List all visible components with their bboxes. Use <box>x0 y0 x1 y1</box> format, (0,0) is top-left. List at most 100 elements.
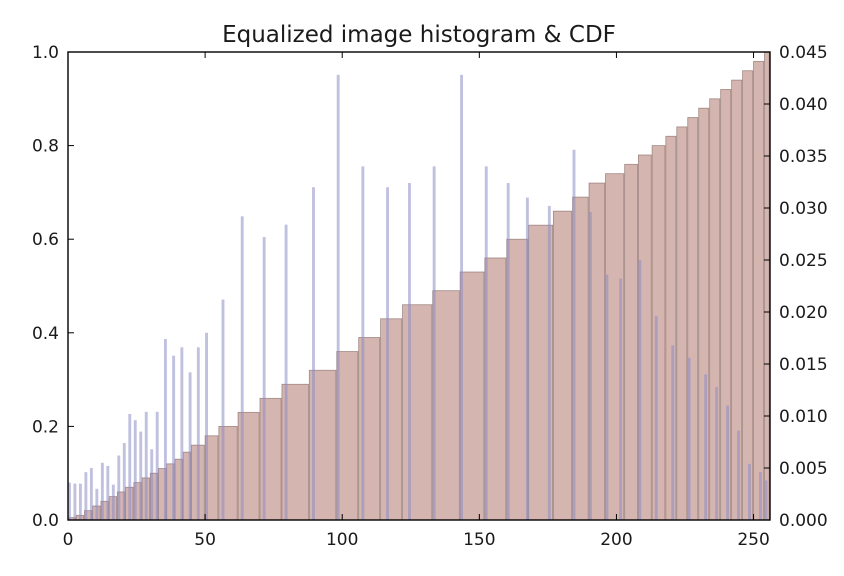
cdf-bar <box>380 318 403 521</box>
y2-tick-label: 0.030 <box>779 199 828 219</box>
y-tick-label: 0.6 <box>32 230 59 250</box>
histogram-bar <box>221 299 225 520</box>
chart-title: Equalized image histogram & CDF <box>222 22 616 48</box>
histogram-bar <box>128 413 132 520</box>
y-tick-label: 1.0 <box>32 43 59 63</box>
cdf-bar <box>432 290 460 521</box>
histogram-bar <box>73 483 77 520</box>
histogram-bar <box>605 274 609 520</box>
cdf-bar <box>764 51 770 521</box>
y-tick-label: 0.2 <box>32 417 59 437</box>
x-tick-label: 0 <box>63 530 74 550</box>
histogram-bar <box>654 316 658 520</box>
cdf-bar <box>624 163 638 521</box>
histogram-bar <box>262 237 266 520</box>
cdf-bar <box>651 145 666 521</box>
histogram-bar <box>89 468 93 520</box>
cdf-bars <box>67 51 770 521</box>
histogram-bar <box>84 472 88 520</box>
histogram-bar <box>619 278 623 520</box>
cdf-bar <box>698 107 710 521</box>
cdf-bar <box>753 60 765 521</box>
histogram-bar <box>547 205 551 521</box>
histogram-bar <box>671 345 675 520</box>
cdf-bar <box>676 126 688 521</box>
histogram-bar <box>408 183 411 521</box>
cdf-bar <box>506 238 529 521</box>
histogram-bar <box>589 212 592 520</box>
histogram-bar <box>144 411 148 520</box>
y2-tick-label: 0.025 <box>779 251 828 271</box>
histogram-bar <box>704 374 708 520</box>
cdf-bar <box>709 98 721 521</box>
x-tick-label: 200 <box>600 530 632 550</box>
histogram-bar <box>205 332 208 520</box>
histogram-bar <box>122 443 126 520</box>
x-tick-label: 100 <box>326 530 358 550</box>
histogram-bar <box>106 465 110 520</box>
histogram-bar <box>764 480 768 520</box>
histogram-bar <box>506 183 510 521</box>
y2-tick-label: 0.045 <box>779 43 828 63</box>
y2-tick-label: 0.035 <box>779 147 828 167</box>
histogram-bar <box>180 347 184 520</box>
y2-tick-label: 0.010 <box>779 407 828 427</box>
histogram-bar <box>687 357 691 520</box>
histogram-bar <box>172 355 176 520</box>
y-tick-label: 0.0 <box>32 511 59 531</box>
cdf-bar <box>459 271 485 521</box>
histogram-bar <box>188 372 192 520</box>
histogram-bar <box>484 166 488 520</box>
histogram-bars <box>68 74 768 521</box>
y-tick-label: 0.4 <box>32 324 59 344</box>
histogram-bar <box>95 488 99 520</box>
histogram-bar <box>78 483 82 520</box>
histogram-bar <box>737 430 740 520</box>
histogram-bar <box>386 187 389 520</box>
histogram-bar <box>139 431 143 520</box>
cdf-bar <box>402 304 433 521</box>
y2-tick-label: 0.000 <box>779 511 828 531</box>
histogram-bar <box>117 455 121 520</box>
plot-frame <box>67 51 771 521</box>
x-tick-label: 50 <box>194 530 216 550</box>
histogram-bar <box>638 260 642 520</box>
x-tick-label: 250 <box>737 530 769 550</box>
histogram-bar <box>361 166 365 520</box>
histogram-bar <box>759 472 762 520</box>
histogram-bar <box>155 411 159 520</box>
histogram-bar <box>68 482 71 520</box>
histogram-bar <box>525 197 529 520</box>
cdf-bar <box>720 89 732 521</box>
y2-tick-label: 0.040 <box>779 95 828 115</box>
histogram-bar <box>150 449 154 520</box>
histogram-bar <box>111 484 115 520</box>
histogram-bar <box>432 166 436 520</box>
cdf-bar <box>484 257 507 521</box>
y2-tick-label: 0.015 <box>779 355 828 375</box>
y2-tick-label: 0.005 <box>779 459 828 479</box>
y-tick-label: 0.8 <box>32 137 59 157</box>
cdf-bar <box>742 70 754 521</box>
cdf-bar <box>336 351 359 521</box>
cdf-bar <box>731 79 743 521</box>
histogram-bar <box>748 463 751 520</box>
histogram-bar <box>163 339 167 520</box>
histogram-bar <box>726 405 730 520</box>
histogram-bar <box>196 347 200 520</box>
histogram-bar <box>715 386 719 520</box>
y2-tick-label: 0.020 <box>779 303 828 323</box>
x-tick-label: 150 <box>463 530 495 550</box>
histogram-bar <box>240 216 244 520</box>
cdf-bar <box>552 210 573 521</box>
cdf-bar <box>665 135 677 521</box>
histogram-bar <box>100 462 104 520</box>
histogram-bar <box>284 224 288 520</box>
histogram-bar <box>312 187 315 520</box>
histogram-bar <box>336 74 340 520</box>
histogram-bar <box>133 420 137 520</box>
histogram-bar <box>460 74 464 520</box>
histogram-bar <box>572 149 576 520</box>
axis-ticks: 0 50 100 150 200 250 0.0 0.2 0.4 0.6 0.8 1.0 0.000 0.… <box>32 43 828 550</box>
